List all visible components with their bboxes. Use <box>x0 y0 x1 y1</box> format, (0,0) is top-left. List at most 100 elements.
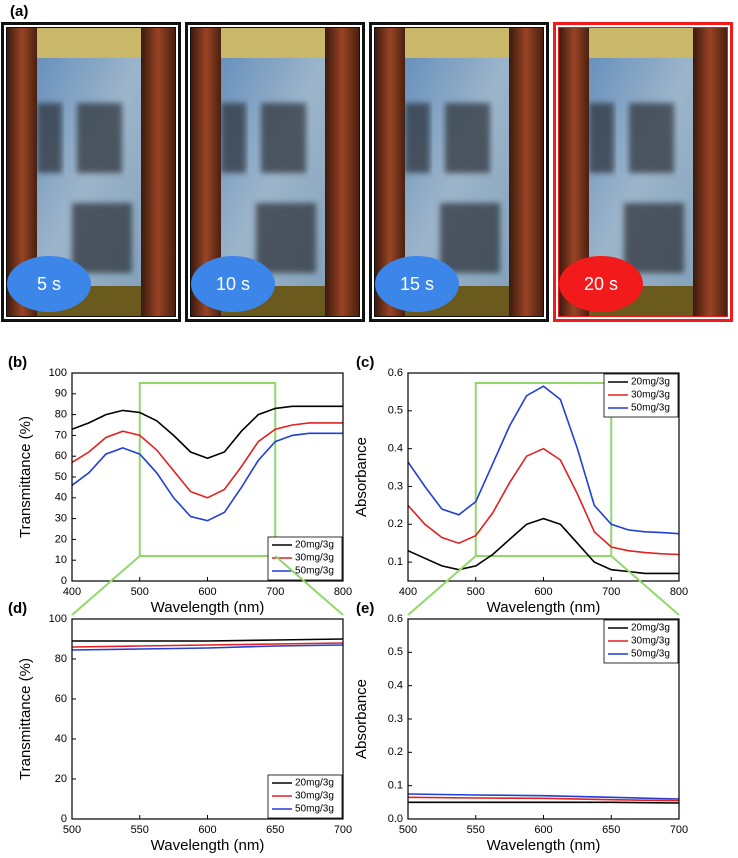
x-tick-label: 600 <box>534 586 552 598</box>
legend-label: 30mg/3g <box>295 553 334 564</box>
y-tick-label: 0.1 <box>388 556 403 568</box>
y-tick-label: 0.3 <box>388 713 403 725</box>
x-tick-label: 600 <box>198 824 216 836</box>
legend-label: 30mg/3g <box>295 791 334 802</box>
zoom-connector <box>407 555 477 616</box>
series-line <box>407 517 679 575</box>
photo-print <box>629 103 674 173</box>
panel-label: (b) <box>8 354 27 371</box>
x-axis-title: Wavelength (nm) <box>151 599 265 616</box>
y-tick-label: 70 <box>55 429 67 441</box>
series-line <box>71 422 343 499</box>
time-label: 20 s <box>584 274 618 294</box>
y-tick-label: 100 <box>49 367 67 379</box>
y-tick-label: 0.6 <box>388 367 403 379</box>
y-axis-title: Absorbance <box>353 437 370 517</box>
photo-border <box>4 25 178 319</box>
y-tick-label: 0.6 <box>388 613 403 625</box>
time-badge <box>559 256 643 312</box>
x-tick-label: 600 <box>534 824 552 836</box>
legend-label: 50mg/3g <box>295 804 334 815</box>
panel-label: (e) <box>356 600 374 617</box>
series-line <box>71 405 343 460</box>
photo-copper <box>509 28 543 316</box>
highlight-box <box>138 382 277 557</box>
y-tick-label: 0.0 <box>388 813 403 825</box>
time-label: 15 s <box>400 274 434 294</box>
x-tick-label: 400 <box>63 586 81 598</box>
x-tick-label: 800 <box>670 586 688 598</box>
photo-top <box>221 28 325 58</box>
photo-top <box>37 28 141 58</box>
photo-copper <box>141 28 175 316</box>
x-tick-label: 500 <box>131 586 149 598</box>
legend-label: 20mg/3g <box>295 778 334 789</box>
series-line <box>71 642 344 648</box>
photo-border <box>188 25 362 319</box>
legend-label: 20mg/3g <box>295 540 334 551</box>
time-badge <box>375 256 459 312</box>
y-tick-label: 80 <box>55 653 67 665</box>
legend-label: 30mg/3g <box>631 636 670 647</box>
x-axis-title: Wavelength (nm) <box>487 837 601 854</box>
series-line <box>408 801 680 804</box>
highlight-box <box>474 382 613 557</box>
photo-print <box>72 203 132 273</box>
y-tick-label: 0.4 <box>388 680 403 692</box>
y-tick-label: 0.2 <box>388 746 403 758</box>
photo-copper <box>325 28 359 316</box>
x-tick-label: 650 <box>602 824 620 836</box>
y-tick-label: 60 <box>55 693 67 705</box>
y-tick-label: 0.3 <box>388 480 403 492</box>
series-line <box>407 447 680 556</box>
y-tick-label: 10 <box>55 554 67 566</box>
x-tick-label: 800 <box>334 586 352 598</box>
photo-print <box>624 203 684 273</box>
photo-print <box>256 203 316 273</box>
plot-frame <box>71 618 344 820</box>
series-line <box>407 793 680 800</box>
photo-print <box>221 103 246 173</box>
time-label: 10 s <box>216 274 250 294</box>
y-tick-label: 0.2 <box>388 518 403 530</box>
time-badge <box>7 256 91 312</box>
x-tick-label: 700 <box>602 586 620 598</box>
x-tick-label: 700 <box>334 824 352 836</box>
series-line <box>71 432 343 522</box>
x-tick-label: 550 <box>131 824 149 836</box>
y-tick-label: 0.5 <box>388 405 403 417</box>
series-line <box>407 385 680 535</box>
x-tick-label: 600 <box>198 586 216 598</box>
time-label: 5 s <box>37 274 61 294</box>
y-tick-label: 0.4 <box>388 443 403 455</box>
legend-label: 20mg/3g <box>631 377 670 388</box>
y-tick-label: 80 <box>55 409 67 421</box>
photo-border <box>372 25 546 319</box>
series-line <box>72 638 344 642</box>
panel-label: (c) <box>356 354 374 371</box>
y-tick-label: 100 <box>49 613 67 625</box>
y-tick-label: 40 <box>55 733 67 745</box>
photo-print <box>589 103 614 173</box>
zoom-connector <box>610 555 680 616</box>
photo-print <box>440 203 500 273</box>
y-tick-label: 60 <box>55 450 67 462</box>
series-line <box>407 796 680 802</box>
y-axis-title: Transmittance (%) <box>17 658 34 780</box>
photo-print <box>261 103 306 173</box>
x-axis-title: Wavelength (nm) <box>151 837 265 854</box>
y-tick-label: 0 <box>61 813 67 825</box>
panel-label: (d) <box>8 600 27 617</box>
photo-print <box>405 103 430 173</box>
y-tick-label: 20 <box>55 533 67 545</box>
legend-label: 30mg/3g <box>631 390 670 401</box>
y-tick-label: 20 <box>55 773 67 785</box>
plot-frame <box>407 372 680 582</box>
time-badge <box>191 256 275 312</box>
x-tick-label: 500 <box>467 586 485 598</box>
plot-frame <box>407 618 680 820</box>
legend-label: 20mg/3g <box>631 623 670 634</box>
y-tick-label: 90 <box>55 388 67 400</box>
x-tick-label: 550 <box>467 824 485 836</box>
